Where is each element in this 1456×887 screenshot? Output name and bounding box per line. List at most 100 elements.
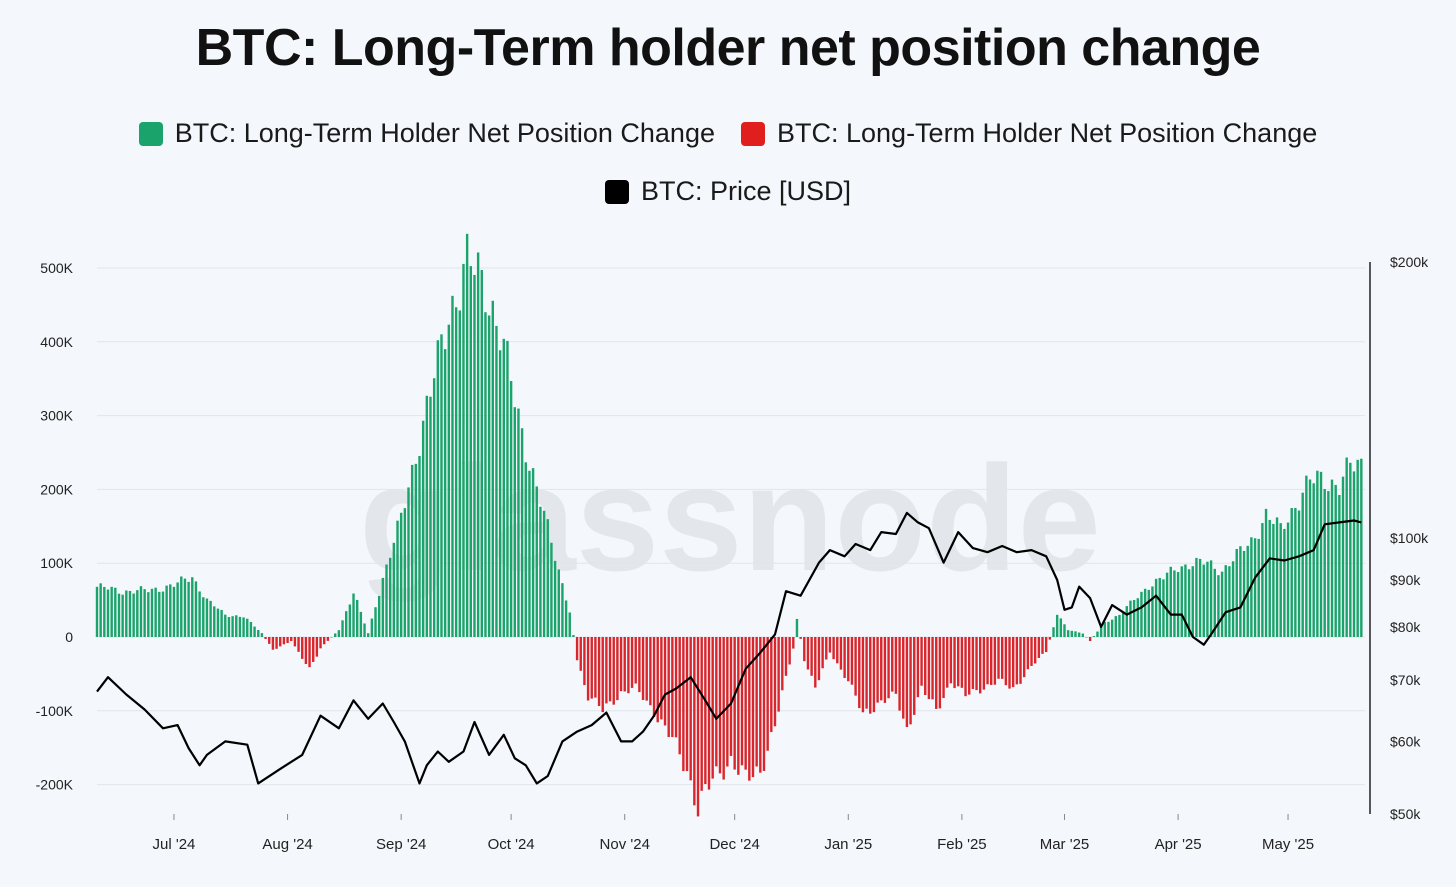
bar-negative [1033,637,1037,664]
bar-negative [1004,637,1008,686]
bar-positive [1279,523,1282,637]
bar-negative [575,637,579,661]
bar-positive [1268,519,1271,637]
bar-positive [147,592,150,637]
bar-negative [872,637,876,713]
bar-negative [836,637,839,664]
bar-negative [902,637,905,719]
bar-positive [128,591,132,637]
bar-positive [509,381,513,637]
bar-positive [352,593,355,637]
bar-positive [224,614,227,637]
bar-negative [630,637,634,688]
bar-negative [268,637,271,644]
bar-positive [220,609,223,637]
bar-positive [1253,538,1257,637]
bar-positive [1349,462,1352,637]
bar-negative [315,637,319,657]
bar-negative [319,637,322,649]
bar-positive [432,378,436,637]
bar-negative [949,637,953,684]
bar-negative [968,637,971,695]
bar-positive [1242,550,1246,637]
bar-positive [1176,572,1180,637]
bar-negative [304,637,308,665]
left-axis-tick-label: 0 [65,629,73,645]
bar-negative [1088,637,1092,642]
bar-positive [106,589,110,637]
bar-positive [1202,564,1205,637]
bar-negative [993,637,997,685]
legend-item-negative[interactable]: BTC: Long-Term Holder Net Position Chang… [741,118,1317,149]
bar-positive [1132,600,1136,637]
bar-positive [1360,458,1363,637]
bar-positive [407,487,410,637]
bar-positive [1224,565,1227,637]
bar-positive [1184,564,1187,637]
bar-positive [495,325,498,637]
bar-positive [132,593,135,637]
bar-negative [990,637,993,685]
bar-positive [1165,572,1169,637]
bar-positive [1151,586,1154,637]
bar-positive [1323,489,1326,637]
bar-positive [1052,627,1055,637]
bar-positive [1345,457,1348,637]
bar-negative [645,637,648,701]
bar-negative [271,637,275,650]
bar-negative [671,637,674,738]
bar-positive [1319,471,1323,637]
bar-negative [748,637,751,781]
bar-positive [1180,566,1183,637]
bar-negative [971,637,975,689]
bar-negative [869,637,872,714]
bar-positive [462,263,465,637]
bar-positive [1092,636,1096,637]
bar-positive [198,591,201,637]
bar-positive [257,630,260,637]
bar-positive [381,577,385,637]
bar-positive [484,312,487,637]
left-axis-tick-label: 500K [40,260,73,276]
bar-negative [891,637,894,692]
x-axis-tick-label: Nov '24 [600,836,650,853]
bar-negative [883,637,887,703]
left-axis-tick-label: 300K [40,408,73,424]
bar-positive [1308,479,1312,637]
legend-item-positive[interactable]: BTC: Long-Term Holder Net Position Chang… [138,118,715,149]
bar-positive [242,617,245,637]
bar-positive [337,630,341,637]
bar-positive [359,611,363,637]
bar-positive [469,266,472,637]
bar-positive [1220,571,1224,637]
bar-positive [557,569,560,637]
bar-positive [191,577,194,637]
bar-negative [982,637,986,690]
bar-positive [172,586,176,637]
bar-negative [1011,637,1015,688]
left-axis-tick-label: 400K [40,334,73,350]
bar-positive [535,486,538,637]
bar-negative [979,637,982,694]
bar-negative [326,637,330,641]
bar-negative [806,637,810,670]
bar-negative [861,637,865,713]
bar-negative [997,637,1000,679]
bar-positive [114,587,117,637]
legend-item-price[interactable]: BTC: Price [USD] [604,176,851,207]
bar-positive [1261,523,1264,637]
x-axis-tick-label: Apr '25 [1155,836,1202,853]
bar-negative [810,637,813,676]
bar-negative [777,637,780,712]
bar-positive [1272,523,1275,637]
bar-negative [850,637,854,685]
price-line [96,511,1362,785]
bar-positive [1341,476,1345,637]
bar-negative [1030,637,1033,666]
bar-negative [674,637,678,738]
bar-negative [279,637,282,647]
bar-negative [652,637,656,717]
bar-positive [539,506,542,637]
right-axis-tick-label: $90k [1390,572,1421,588]
bar-positive [95,586,99,637]
